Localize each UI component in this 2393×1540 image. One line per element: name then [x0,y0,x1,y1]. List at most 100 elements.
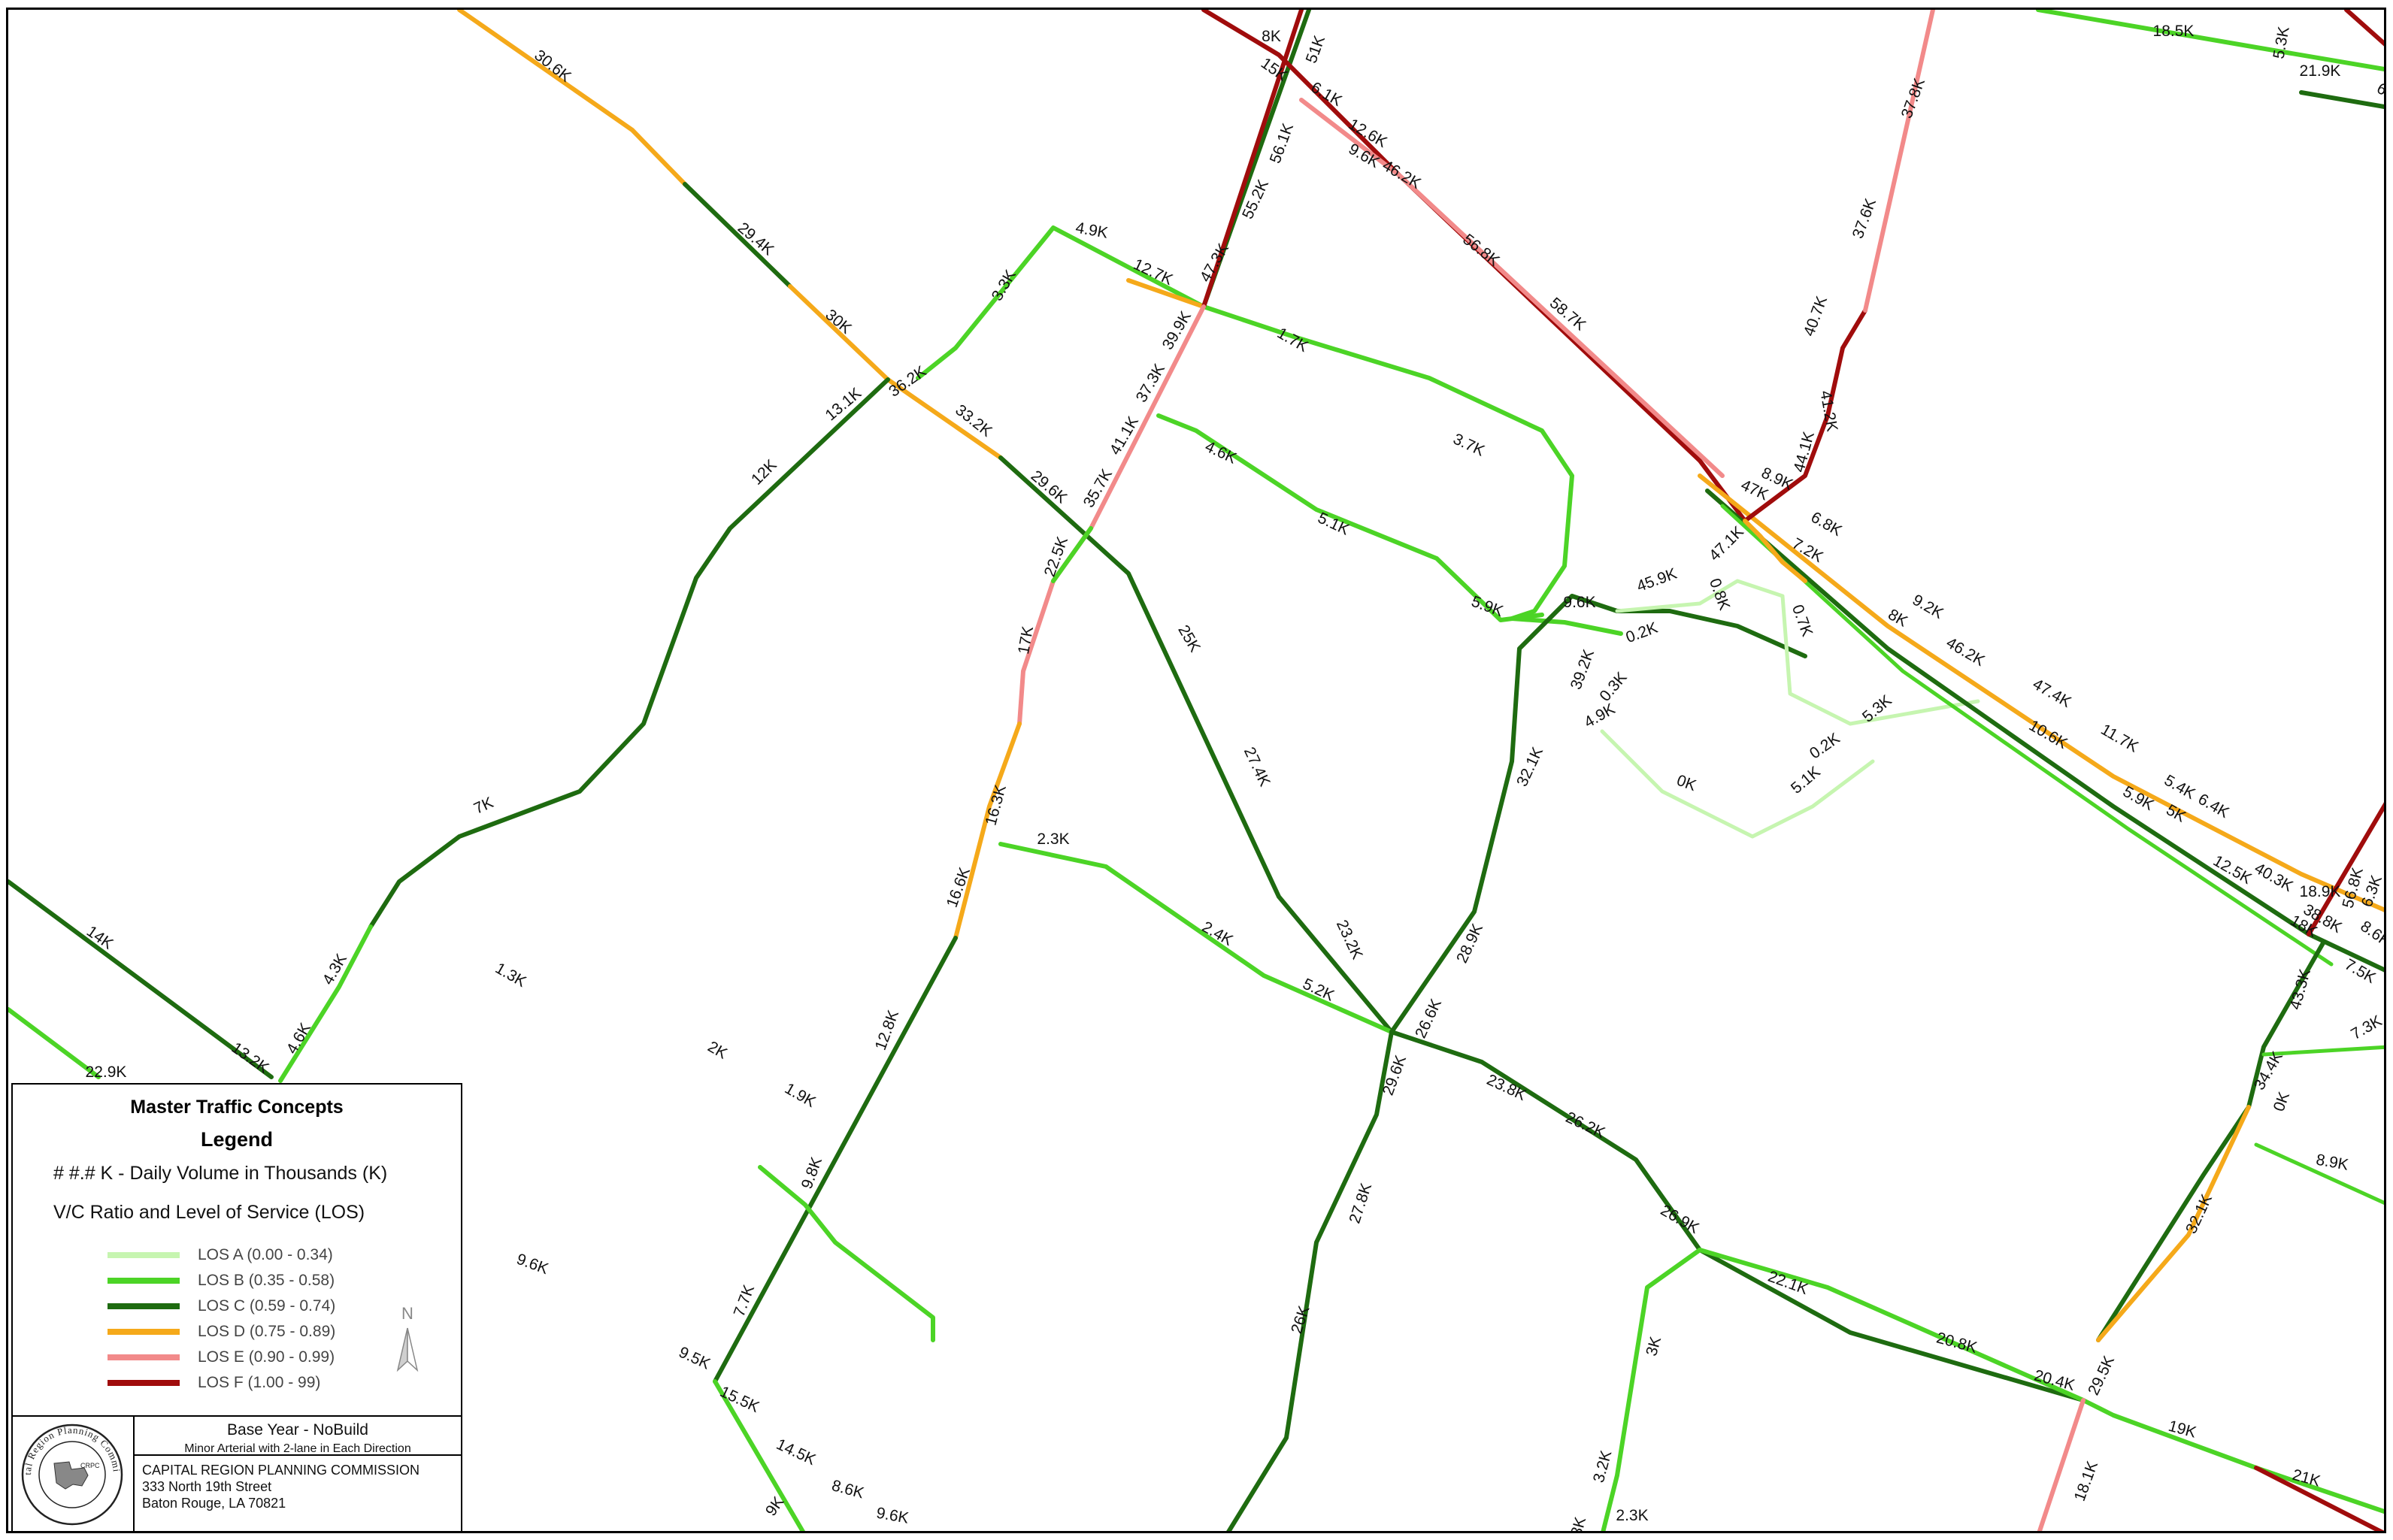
road-loop-north [916,225,1206,380]
road-b-east-b [2081,1398,2384,1514]
los-b-swatch [108,1278,180,1284]
volume-label: 56.8K [1459,231,1502,270]
volume-label: 1.9K [782,1080,819,1112]
volume-label: 5.1K [1788,763,1824,797]
volume-label: 0.8K [1706,576,1733,613]
road-a-south [1601,1248,1702,1531]
road-d-east-south [2096,1105,2251,1342]
volume-label: 7.3K [2348,1012,2385,1044]
road-b-middle [1156,413,1544,622]
volume-label: 1.3K [492,960,529,991]
volume-label: 9.5K [676,1344,713,1373]
volume-label: 56.1K [1267,121,1297,165]
los-a-label: LOS A (0.00 - 0.34) [198,1246,333,1263]
legend-item-los-c: LOS C (0.59 - 0.74) [108,1295,335,1318]
volume-label: 26.6K [1412,997,1445,1041]
road-west-b [8,1007,101,1079]
road-b-cross [998,842,1394,1034]
volume-label: 30K [822,306,854,337]
volume-label: 33.2K [952,401,995,440]
volume-label: 14.5K [774,1436,818,1469]
volume-label: 39.2K [1568,647,1598,691]
organization-block: CAPITAL REGION PLANNING COMMISSION 333 N… [142,1462,420,1511]
volume-label: 47.3K [1197,241,1232,285]
volume-label: 2.3K [1037,831,1069,848]
los-f-label: LOS F (1.00 - 99) [198,1374,321,1391]
volume-label: 46.2K [1943,634,1988,670]
volume-label: 37.6K [1849,196,1880,241]
volume-label: 1.7K [1274,325,1311,356]
volume-label: 0K [2270,1090,2293,1114]
road-e-north-east [1863,10,1935,313]
volume-label: 4.6K [283,1020,315,1057]
volume-label: 0.3K [1596,669,1630,705]
north-arrow-icon: N [396,1304,419,1372]
road-c-east-link [1389,594,1807,1034]
volume-label: 5.4K [2161,772,2198,803]
volume-label: 0.2K [1807,730,1843,763]
organization-name: CAPITAL REGION PLANNING COMMISSION [142,1463,420,1478]
volume-label: 27.8K [1346,1181,1375,1225]
legend-item-los-f: LOS F (1.00 - 99) [108,1372,320,1394]
volume-label: 6.8K [1808,509,1845,540]
road-b-east-cross [1698,1248,2086,1402]
volume-label: 22.9K [86,1063,127,1081]
volume-label: 8.6K [2357,918,2386,951]
crpc-seal-icon: Capital Region Planning Commission CRPC [9,1408,123,1526]
volume-label: 27.4K [1240,745,1274,789]
road-a-loop-south [1600,729,1875,839]
road-c-east-a [1389,1030,2086,1402]
volume-label: 47.4K [2030,676,2074,711]
scenario-box: Base Year - NoBuild Minor Arterial with … [135,1417,461,1456]
volume-label: 20.8K [1934,1330,1979,1357]
volume-label: 32.1K [1513,745,1546,789]
volume-label: 0.7K [1789,603,1816,639]
road-e-south [1017,304,1206,726]
volume-label: 25K [1174,622,1204,655]
road-west-curve-b [278,924,373,1083]
volume-label: 6K [2373,80,2386,104]
volume-label: 9.6K [1563,594,1595,611]
road-nw-arterial-c [788,284,1003,460]
volume-label: 9.2K [1910,591,1946,623]
volume-label: 26K [1288,1304,1313,1336]
road-network-map: 30.6K29.4K30K36.2K33.2K29.6K13.1K12K7K4.… [8,10,2386,1531]
road-west-curve-a [368,377,890,929]
volume-label: 9.6K [875,1505,910,1527]
volume-label: 16.3K [983,783,1010,827]
volume-label: 7K [471,794,496,818]
volume-label: 23.2K [1333,918,1366,962]
vc-note: V/C Ratio and Level of Service (LOS) [53,1202,365,1223]
map-frame: 30.6K 29.4K 30K 36.2K 33.2K 29.6K 13.1K 12K 7K 4.… [6,8,2386,1533]
volume-label: 47.1K [1706,523,1747,564]
road-c-northeast-stub [2299,90,2384,110]
los-c-label: LOS C (0.59 - 0.74) [198,1297,336,1315]
road-a-loop-east [1615,579,1980,726]
road-b-short [1051,526,1093,583]
road-b-east-spur-b [2261,1045,2384,1057]
organization-city: Baton Rouge, LA 70821 [142,1496,286,1511]
road-nw-arterial-a [457,10,687,186]
volume-label: 18.5K [2153,23,2195,40]
volume-label: 3.7K [1450,431,1487,460]
road-diagonal-south [998,455,1394,1034]
volume-label: 4.9K [1074,219,1110,242]
road-nw-arterial-b [683,182,792,289]
volume-label: 28.9K [1453,921,1486,966]
info-box: Base Year - NoBuild Minor Arterial with … [135,1417,461,1531]
volume-label: 46.2K [1380,157,1424,192]
seal-box: Capital Region Planning Commission CRPC [9,1408,135,1531]
road-d-spur [1126,278,1206,309]
road-f-southeast [2254,1466,2384,1531]
volume-label: 6.4K [2195,791,2232,822]
los-b-label: LOS B (0.35 - 0.58) [198,1272,335,1289]
legend-item-los-e: LOS E (0.90 - 0.99) [108,1346,335,1369]
road-b-south [713,1379,805,1531]
road-b-south-left [758,1165,935,1342]
road-d-connector [1743,519,1807,583]
volume-label: 22.5K [1041,534,1071,579]
volume-label: 5.9K [1469,593,1505,620]
volume-label: 8.9K [2315,1151,2350,1174]
volume-label: 3.2K [1590,1448,1615,1484]
volume-label: 8.6K [830,1477,866,1502]
